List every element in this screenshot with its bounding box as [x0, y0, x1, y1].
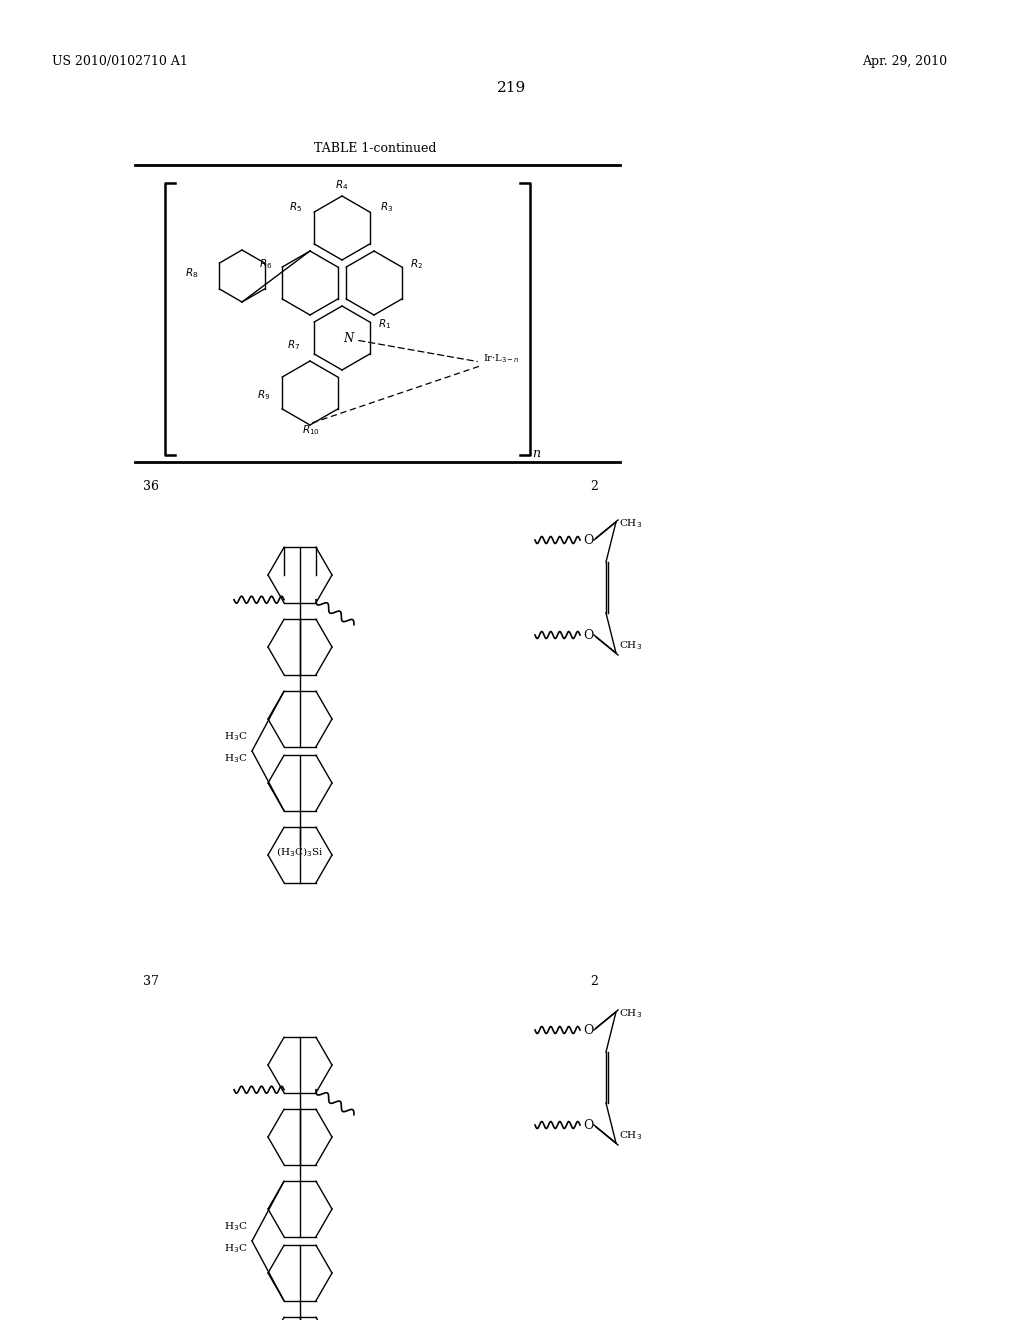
Text: CH$_3$: CH$_3$ [618, 639, 642, 652]
Text: $R_1$: $R_1$ [378, 317, 391, 331]
Text: $R_6$: $R_6$ [259, 257, 272, 271]
Text: H$_3$C: H$_3$C [223, 1242, 247, 1255]
Text: Apr. 29, 2010: Apr. 29, 2010 [862, 55, 947, 69]
Text: O: O [583, 1024, 593, 1038]
Text: O: O [583, 630, 593, 642]
Text: O: O [583, 1119, 593, 1133]
Text: O: O [583, 535, 593, 546]
Text: Ir·L$_{3-n}$: Ir·L$_{3-n}$ [483, 352, 520, 364]
Text: 37: 37 [143, 975, 159, 987]
Text: N: N [343, 333, 353, 345]
Text: $R_2$: $R_2$ [410, 257, 423, 271]
Text: H$_3$C: H$_3$C [223, 730, 247, 743]
Text: $R_8$: $R_8$ [184, 267, 198, 280]
Text: $R_{10}$: $R_{10}$ [302, 422, 319, 437]
Text: n: n [532, 447, 540, 459]
Text: US 2010/0102710 A1: US 2010/0102710 A1 [52, 55, 187, 69]
Text: CH$_3$: CH$_3$ [618, 1007, 642, 1020]
Text: $R_7$: $R_7$ [287, 338, 300, 352]
Text: 219: 219 [498, 81, 526, 95]
Text: $R_4$: $R_4$ [335, 178, 349, 191]
Text: CH$_3$: CH$_3$ [618, 1129, 642, 1142]
Text: 2: 2 [590, 975, 598, 987]
Text: $R_5$: $R_5$ [289, 201, 302, 214]
Text: $R_9$: $R_9$ [257, 388, 270, 401]
Text: TABLE 1-continued: TABLE 1-continued [313, 143, 436, 154]
Text: $R_3$: $R_3$ [380, 201, 393, 214]
Text: 2: 2 [590, 480, 598, 492]
Text: (H$_3$C)$_3$Si: (H$_3$C)$_3$Si [276, 846, 324, 859]
Text: H$_3$C: H$_3$C [223, 1220, 247, 1233]
Text: 36: 36 [143, 480, 159, 492]
Text: H$_3$C: H$_3$C [223, 752, 247, 764]
Text: CH$_3$: CH$_3$ [618, 517, 642, 529]
